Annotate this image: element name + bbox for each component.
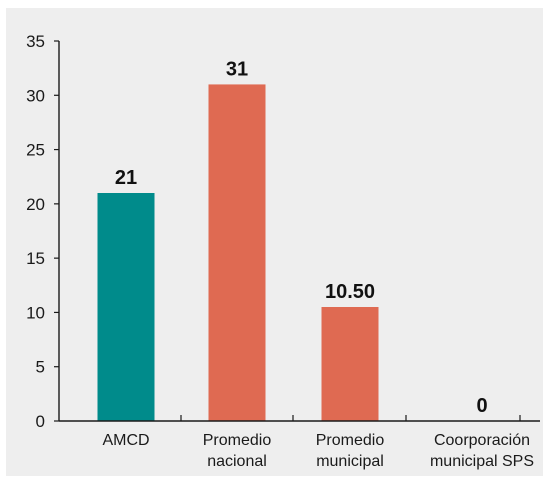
y-tick-label-15: 15 — [26, 249, 45, 268]
bars-layer — [97, 84, 379, 421]
category-label-3-line-2: municipal — [316, 453, 384, 470]
y-tick-label-35: 35 — [26, 32, 45, 51]
bar-value-label-4: 0 — [476, 395, 487, 417]
y-tick-label-5: 5 — [36, 358, 45, 377]
bar-value-label-3: 10.50 — [325, 281, 375, 303]
category-label-3-line-1: Promedio — [316, 432, 385, 449]
labels-layer: 21 31 10.50 0 0 5 10 15 20 25 30 35 AMCD Promedio naci… — [26, 32, 534, 470]
category-label-1-line-1: AMCD — [102, 432, 149, 449]
category-label-2-line-2: nacional — [207, 453, 267, 470]
axes-layer — [54, 40, 540, 422]
category-label-2-line-1: Promedio — [203, 432, 272, 449]
chart-background — [6, 8, 543, 476]
bar-3 — [321, 307, 379, 421]
y-tick-label-20: 20 — [26, 195, 45, 214]
y-tick-label-30: 30 — [26, 86, 45, 105]
y-tick-label-25: 25 — [26, 141, 45, 160]
y-tick-label-10: 10 — [26, 303, 45, 322]
bar-1 — [97, 193, 155, 421]
category-label-4-line-2: municipal SPS — [430, 453, 534, 470]
bar-2 — [208, 84, 266, 421]
category-label-4-line-1: Coorporación — [434, 432, 530, 449]
y-tick-label-0: 0 — [36, 412, 45, 431]
bar-value-label-1: 21 — [115, 167, 137, 189]
bar-value-label-2: 31 — [226, 58, 248, 80]
